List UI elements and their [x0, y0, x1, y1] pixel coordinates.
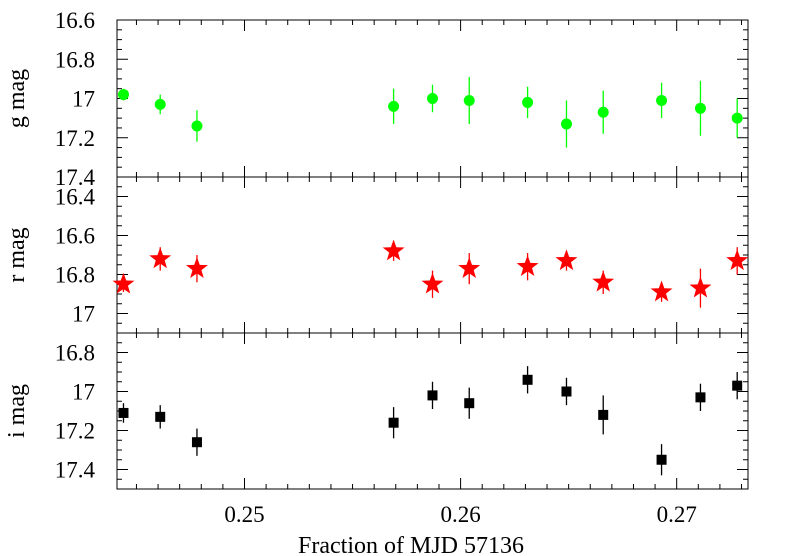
y-tick-label: 16.8 — [55, 341, 95, 366]
y-tick-label: 17.2 — [55, 419, 95, 444]
data-point — [117, 89, 129, 101]
data-point — [458, 257, 481, 278]
data-point — [421, 272, 444, 294]
y-tick-label: 17.4 — [55, 165, 96, 190]
y-tick-label: 17.4 — [55, 458, 96, 483]
data-point — [731, 112, 743, 124]
y-tick-label: 16.8 — [55, 47, 95, 72]
data-point — [522, 374, 533, 385]
y-tick-label: 16.8 — [55, 263, 95, 288]
y-axis-title: g mag — [4, 69, 30, 128]
data-point — [382, 239, 405, 261]
data-point — [118, 407, 129, 418]
data-point — [427, 390, 438, 401]
data-point — [726, 249, 749, 271]
data-point — [732, 380, 743, 391]
data-point — [561, 386, 572, 397]
data-point — [656, 454, 667, 465]
y-tick-label: 17 — [72, 87, 95, 112]
data-point — [191, 120, 203, 132]
y-tick-label: 16.6 — [55, 8, 95, 33]
data-point — [463, 94, 475, 106]
y-axis-title: r mag — [4, 227, 30, 282]
y-tick-label: 17 — [72, 302, 95, 327]
data-point — [388, 100, 400, 112]
data-point — [191, 437, 202, 448]
panel-frame-2 — [116, 332, 749, 490]
data-point — [694, 102, 706, 114]
data-point — [112, 272, 135, 294]
data-point — [388, 417, 399, 428]
y-tick-label: 17 — [72, 380, 95, 405]
data-point — [592, 270, 615, 292]
data-point — [598, 409, 609, 420]
y-tick-label: 16.6 — [55, 224, 95, 249]
x-tick-label: 0.25 — [224, 502, 264, 527]
data-point — [154, 98, 166, 110]
x-axis-title: Fraction of MJD 57136 — [298, 533, 524, 556]
data-point — [516, 255, 539, 276]
data-point — [560, 118, 572, 130]
x-tick-label: 0.27 — [657, 502, 697, 527]
data-point — [427, 93, 438, 104]
data-point — [186, 257, 208, 278]
data-point — [597, 106, 609, 118]
y-tick-label: 17.2 — [55, 126, 95, 151]
data-point — [695, 392, 706, 403]
x-tick-label: 0.26 — [440, 502, 480, 527]
y-axis-title: i mag — [4, 384, 30, 438]
data-point — [650, 280, 673, 302]
data-point — [155, 411, 166, 422]
data-point — [555, 249, 578, 271]
panel-frame-1 — [116, 176, 749, 334]
data-point — [689, 276, 712, 298]
data-point — [464, 398, 475, 409]
data-point — [149, 247, 172, 269]
y-tick-label: 16.4 — [55, 185, 96, 210]
data-point — [522, 96, 534, 108]
data-point — [656, 94, 668, 106]
